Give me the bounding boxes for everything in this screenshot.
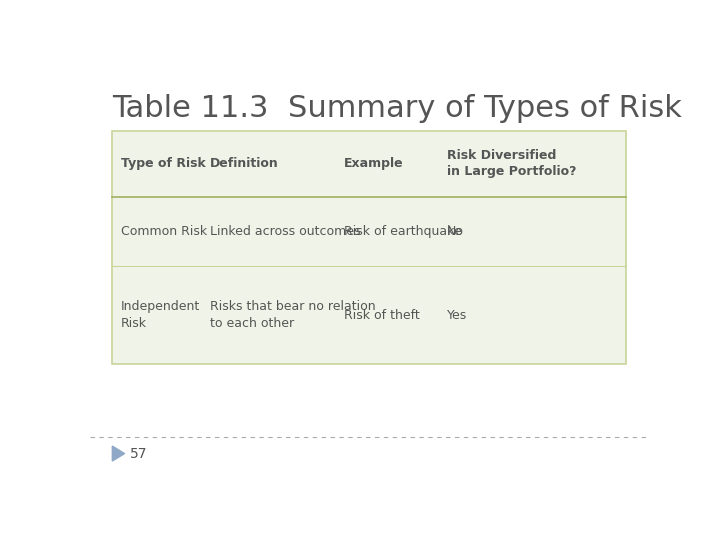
Text: No: No	[447, 225, 464, 238]
Text: Example: Example	[344, 158, 403, 171]
Text: Definition: Definition	[210, 158, 279, 171]
Text: Table 11.3  Summary of Types of Risk: Table 11.3 Summary of Types of Risk	[112, 94, 682, 123]
Text: Independent
Risk: Independent Risk	[121, 300, 200, 330]
Text: 57: 57	[130, 447, 148, 461]
Text: Common Risk: Common Risk	[121, 225, 207, 238]
Text: Risks that bear no relation
to each other: Risks that bear no relation to each othe…	[210, 300, 376, 330]
Text: Risk of theft: Risk of theft	[344, 309, 420, 322]
Text: Type of Risk: Type of Risk	[121, 158, 205, 171]
Text: Yes: Yes	[447, 309, 467, 322]
FancyBboxPatch shape	[112, 131, 626, 364]
Text: Linked across outcomes: Linked across outcomes	[210, 225, 361, 238]
Text: Risk of earthquake: Risk of earthquake	[344, 225, 462, 238]
Text: Risk Diversified
in Large Portfolio?: Risk Diversified in Large Portfolio?	[447, 150, 577, 178]
Polygon shape	[112, 446, 125, 461]
